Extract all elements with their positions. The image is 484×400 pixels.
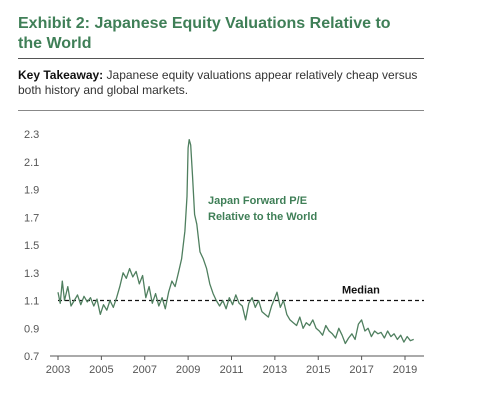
series-label-line-1: Japan Forward P/E	[208, 195, 307, 207]
title-line-2: the World	[18, 35, 92, 52]
x-axis: 2003 2005 2007 2009 2011 2013 2015 2017 2019	[46, 355, 424, 376]
x-tick-label: 2005	[89, 364, 113, 376]
y-tick-label: 1.9	[24, 185, 39, 197]
y-tick-label: 1.7	[24, 212, 39, 224]
series-line	[57, 138, 414, 345]
y-tick-label: 0.9	[24, 323, 39, 335]
takeaway-text: Japanese equity valuations appear relati…	[18, 68, 418, 97]
title-line-1: Exhibit 2: Japanese Equity Valuations Re…	[18, 15, 391, 32]
x-tick-label: 2015	[306, 364, 330, 376]
y-tick-label: 1.5	[24, 240, 39, 252]
series-label-line-2: Relative to the World	[208, 211, 317, 223]
median-label: Median	[342, 285, 380, 297]
y-tick-label: 2.1	[24, 157, 39, 169]
x-tick-label: 2013	[263, 364, 287, 376]
y-tick-label: 1.3	[24, 268, 39, 280]
x-tick-label: 2017	[349, 364, 373, 376]
y-tick-label: 2.3	[24, 129, 39, 141]
title-divider	[18, 58, 424, 59]
takeaway-label: Key Takeaway:	[18, 68, 104, 82]
y-tick-label: 0.7	[24, 351, 39, 363]
x-tick-label: 2007	[133, 364, 157, 376]
x-tick-label: 2011	[220, 364, 244, 376]
y-tick-label: 1.1	[24, 296, 39, 308]
key-takeaway: Key Takeaway: Japanese equity valuations…	[18, 68, 438, 98]
y-axis: 2.3 2.1 1.9 1.7 1.5 1.3 1.1 0.9 0.7	[24, 129, 39, 363]
takeaway-divider	[18, 110, 424, 111]
x-tick-label: 2003	[46, 364, 70, 376]
exhibit-title: Exhibit 2: Japanese Equity Valuations Re…	[18, 14, 458, 54]
x-tick-label: 2019	[393, 364, 417, 376]
x-tick-label: 2009	[176, 364, 200, 376]
